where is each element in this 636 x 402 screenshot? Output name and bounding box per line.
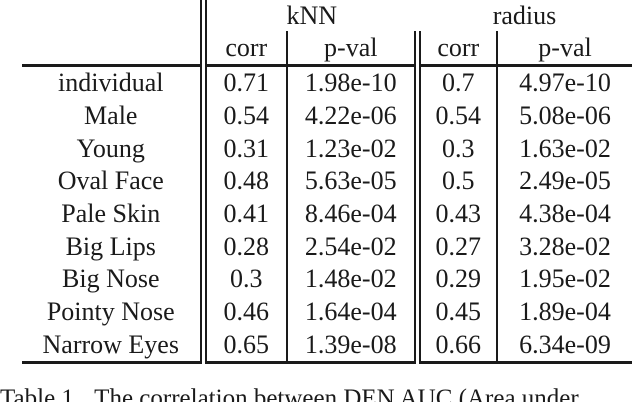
cell-radius-pval: 1.95e-02 <box>496 263 632 296</box>
group-header-radius: radius <box>492 0 557 30</box>
cell-radius-corr: 0.43 <box>413 197 497 231</box>
col-header-radius-corr: corr <box>413 31 497 67</box>
cell-radius-corr: 0.29 <box>413 263 497 296</box>
cell-radius-pval: 3.28e-02 <box>496 230 632 264</box>
cell-knn-pval: 1.23e-02 <box>286 132 417 166</box>
cell-radius-corr: 0.66 <box>413 328 497 365</box>
cell-knn-pval: 8.46e-04 <box>286 197 417 231</box>
table-caption: Table 1. The correlation between DEN AUC … <box>0 385 636 402</box>
cell-knn-pval: 1.39e-08 <box>286 328 417 365</box>
cell-knn-pval: 1.98e-10 <box>286 65 417 100</box>
cell-knn-pval: 4.22e-06 <box>286 99 417 133</box>
col-header-knn-pval: p-val <box>286 31 417 67</box>
row-label: Male <box>22 99 207 133</box>
table-caption-text: The correlation between DEN AUC (Area un… <box>94 385 579 402</box>
cell-radius-pval: 2.49e-05 <box>496 165 632 198</box>
cell-radius-corr: 0.5 <box>413 165 497 198</box>
row-label: Big Nose <box>22 263 207 296</box>
row-label: Pale Skin <box>22 197 207 231</box>
cell-knn-corr: 0.65 <box>203 328 287 365</box>
cell-knn-corr: 0.31 <box>223 133 270 163</box>
cell-knn-corr: 0.48 <box>223 166 270 196</box>
row-label: Pointy Nose <box>22 295 207 329</box>
row-label: Narrow Eyes <box>22 328 207 365</box>
cell-radius-corr: 0.45 <box>413 295 497 329</box>
table-row: Narrow Eyes 0.65 1.39e-08 0.66 6.34e-09 <box>22 328 632 365</box>
row-label: Young <box>22 132 207 166</box>
row-label: Oval Face <box>22 165 207 198</box>
cell-radius-pval: 4.97e-10 <box>496 65 632 100</box>
table-row: Young 0.31 1.23e-02 0.3 1.63e-02 <box>22 132 632 166</box>
cell-radius-pval: 6.34e-09 <box>496 328 632 365</box>
cell-knn-corr: 0.28 <box>223 231 270 261</box>
cell-knn-pval: 1.48e-02 <box>286 263 417 296</box>
cell-radius-corr: 0.3 <box>413 132 497 166</box>
cell-knn-corr: 0.41 <box>223 199 270 229</box>
col-header-radius-pval: p-val <box>496 31 632 67</box>
table-row: Big Lips 0.28 2.54e-02 0.27 3.28e-02 <box>22 230 632 264</box>
column-header-row: corr p-val corr p-val <box>22 31 632 67</box>
cell-radius-pval: 1.89e-04 <box>496 295 632 329</box>
table-row: Male 0.54 4.22e-06 0.54 5.08e-06 <box>22 99 632 133</box>
table-row: Big Nose 0.3 1.48e-02 0.29 1.95e-02 <box>22 263 632 296</box>
row-label: individual <box>22 65 207 100</box>
cell-knn-pval: 5.63e-05 <box>286 165 417 198</box>
cell-knn-corr: 0.3 <box>230 264 263 294</box>
cell-knn-pval: 2.54e-02 <box>286 230 417 264</box>
table-caption-label: Table 1. <box>0 385 81 402</box>
row-label: Big Lips <box>22 230 207 264</box>
cell-radius-corr: 0.54 <box>413 99 497 133</box>
cell-radius-corr: 0.7 <box>413 65 497 100</box>
table-row: individual 0.71 1.98e-10 0.7 4.97e-10 <box>22 65 632 100</box>
table-row: Pointy Nose 0.46 1.64e-04 0.45 1.89e-04 <box>22 295 632 329</box>
cell-knn-pval: 1.64e-04 <box>286 295 417 329</box>
attributes-correlation-table: kNN radius corr p-val corr p-val individ… <box>22 0 632 365</box>
table-row: Oval Face 0.48 5.63e-05 0.5 2.49e-05 <box>22 165 632 198</box>
cell-radius-pval: 4.38e-04 <box>496 197 632 231</box>
group-header-row: kNN radius <box>22 0 632 31</box>
corner-blank-cell <box>22 0 207 31</box>
table-row: Pale Skin 0.41 8.46e-04 0.43 4.38e-04 <box>22 197 632 231</box>
cell-knn-corr: 0.71 <box>223 68 270 98</box>
label-blank-cell <box>22 31 207 67</box>
cell-knn-corr: 0.54 <box>223 101 270 131</box>
group-header-knn: kNN <box>286 0 338 30</box>
col-header-knn-corr: corr <box>203 31 287 67</box>
cell-radius-pval: 1.63e-02 <box>496 132 632 166</box>
cell-knn-corr: 0.46 <box>223 297 270 327</box>
cell-radius-pval: 5.08e-06 <box>496 99 632 133</box>
cell-radius-corr: 0.27 <box>413 230 497 264</box>
